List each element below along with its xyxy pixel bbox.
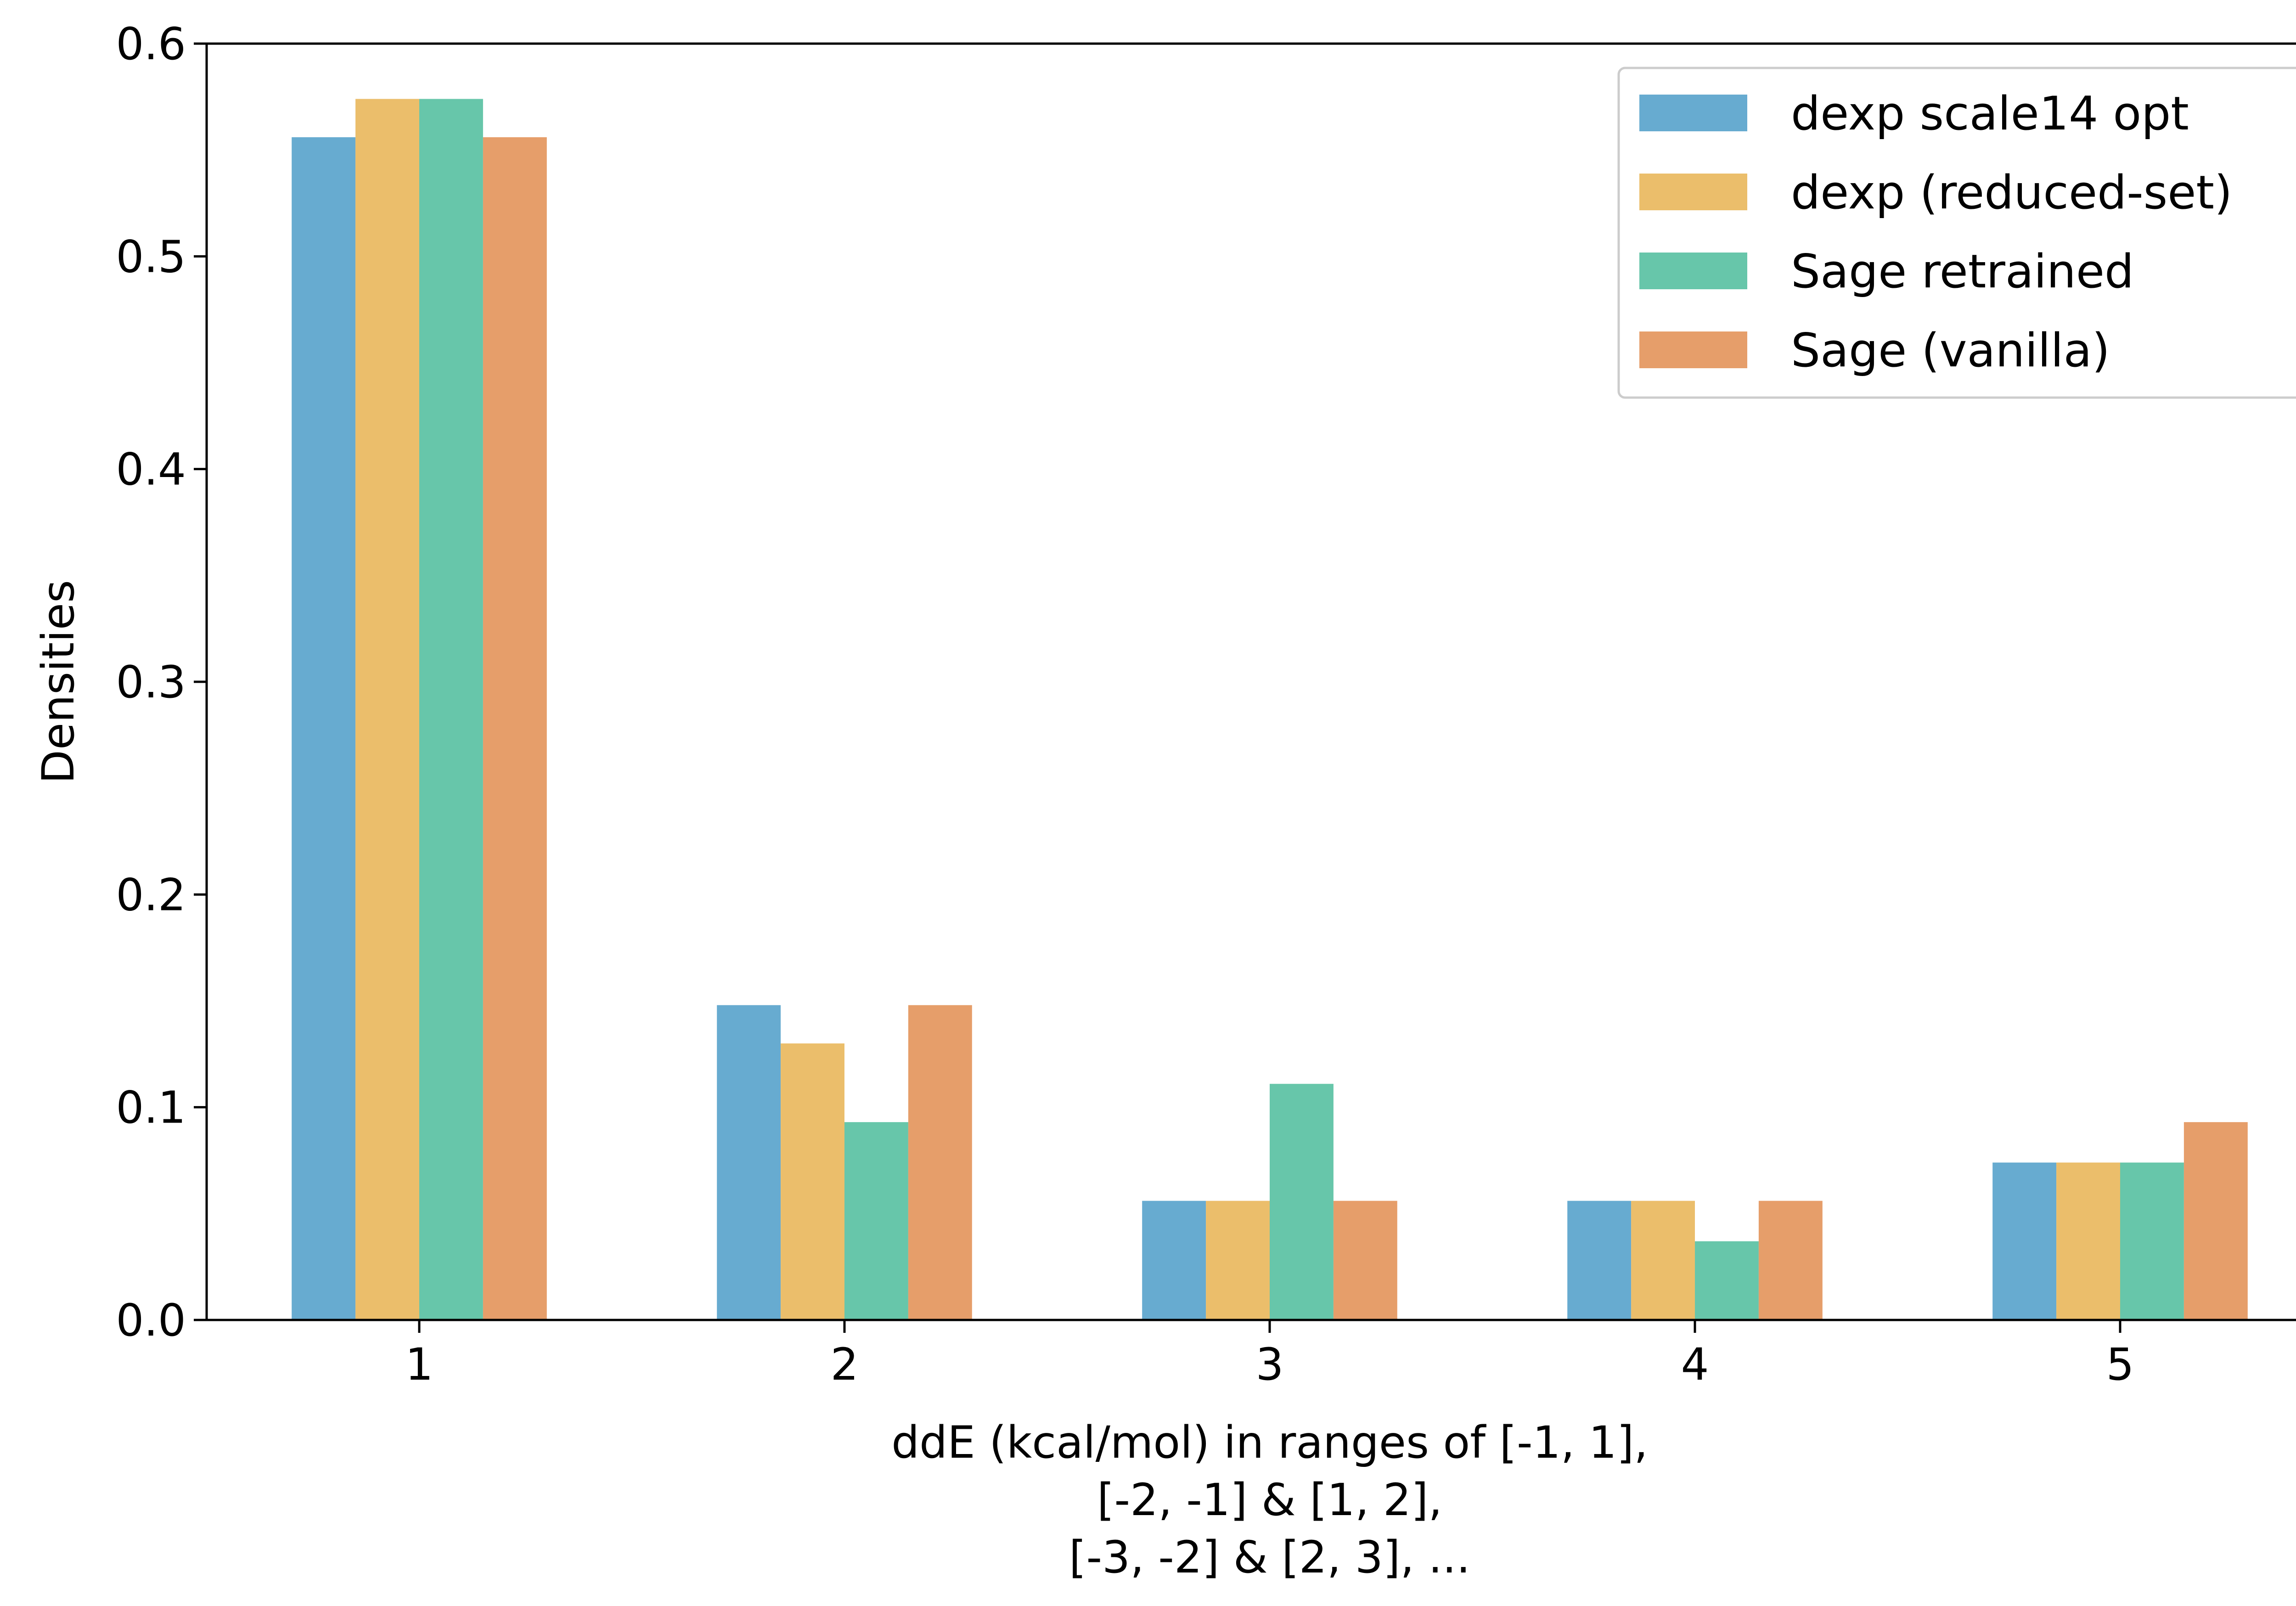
x-tick-label: 1 [405, 1339, 433, 1390]
y-axis: 0.0 0.1 0.2 0.3 0.4 0.5 0.6 [116, 18, 207, 1346]
bar-2-5 [2056, 1162, 2120, 1320]
legend-swatch [1639, 95, 1747, 131]
legend-swatch [1639, 174, 1747, 210]
bar-2-2 [781, 1043, 844, 1320]
y-tick-label: 0.2 [116, 869, 186, 921]
bar-4-2 [908, 1005, 972, 1320]
y-tick-label: 0.6 [116, 18, 186, 70]
bar-3-2 [844, 1122, 908, 1320]
legend-box [1617, 67, 2296, 399]
bar-3-1 [419, 99, 483, 1320]
bar-2-1 [355, 99, 419, 1320]
legend-label: dexp (reduced-set) [1791, 165, 2232, 219]
x-axis-label-line: [-2, -1] & [1, 2], [1097, 1474, 1442, 1526]
legend-swatch [1639, 331, 1747, 368]
legend-label: Sage (vanilla) [1791, 323, 2110, 377]
bar-4-4 [1758, 1201, 1823, 1320]
y-tick-label: 0.1 [116, 1082, 186, 1134]
legend-label: Sage retrained [1791, 244, 2134, 298]
bar-1-3 [1142, 1201, 1206, 1320]
bar-3-4 [1695, 1241, 1759, 1320]
y-tick-label: 0.3 [116, 657, 186, 708]
legend-swatch [1639, 253, 1747, 289]
bars-layer [292, 99, 2248, 1320]
bar-4-1 [483, 137, 547, 1320]
x-tick-label: 3 [1255, 1339, 1283, 1390]
bar-1-5 [1992, 1162, 2057, 1320]
bar-2-3 [1206, 1201, 1270, 1320]
y-tick-label: 0.4 [116, 444, 186, 495]
x-tick-label: 4 [1681, 1339, 1709, 1390]
bar-4-3 [1333, 1201, 1397, 1320]
bar-1-2 [717, 1005, 781, 1320]
bar-1-4 [1567, 1201, 1632, 1320]
legend-label: dexp scale14 opt [1791, 86, 2189, 140]
y-tick-label: 0.5 [116, 231, 186, 282]
x-axis-label-line: [-3, -2] & [2, 3], ... [1069, 1532, 1470, 1583]
bar-2-4 [1631, 1201, 1695, 1320]
y-axis-label: Densities [33, 580, 84, 784]
bar-3-3 [1270, 1084, 1334, 1320]
bar-1-1 [292, 137, 356, 1320]
bar-3-5 [2120, 1162, 2184, 1320]
x-tick-label: 5 [2106, 1339, 2134, 1390]
x-axis-label: ddE (kcal/mol) in ranges of [-1, 1], [-2,… [891, 1417, 1648, 1583]
x-tick-label: 2 [830, 1339, 858, 1390]
x-axis: 1 2 3 4 5 [405, 1320, 2134, 1390]
legend: dexp scale14 opt dexp (reduced-set) Sage r… [1617, 67, 2296, 399]
x-axis-label-line: ddE (kcal/mol) in ranges of [-1, 1], [891, 1417, 1648, 1468]
y-tick-label: 0.0 [116, 1295, 186, 1346]
bar-4-5 [2183, 1122, 2248, 1320]
